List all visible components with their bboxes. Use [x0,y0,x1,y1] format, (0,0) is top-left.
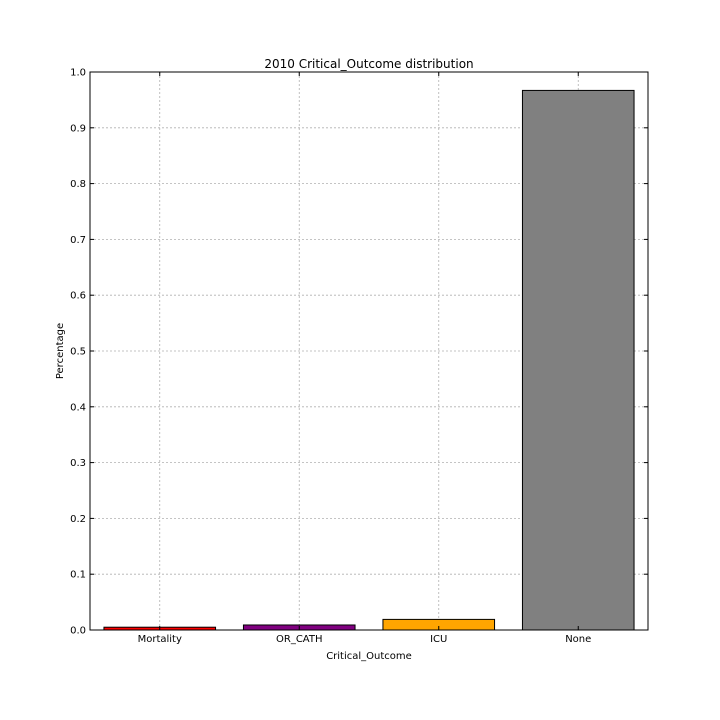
y-tick-label: 0.5 [70,347,86,358]
y-tick-label: 0.8 [70,179,86,190]
x-axis-title: Critical_Outcome [326,651,412,662]
chart-title: 2010 Critical_Outcome distribution [264,57,473,71]
x-tick-label: OR_CATH [276,634,323,645]
y-tick-label: 0.2 [70,514,86,525]
x-tick-label: Mortality [138,634,182,645]
y-tick-label: 0.0 [70,626,86,637]
y-tick-label: 0.7 [70,235,86,246]
y-tick-label: 1.0 [70,68,86,79]
y-tick-label: 0.3 [70,458,86,469]
x-tick-label: ICU [430,634,447,645]
y-tick-label: 0.1 [70,570,86,581]
axis-ticks: 0.0 0.1 0.2 0.3 0.4 0.5 0.6 0.7 0.8 0.9 1.0 Mortali… [70,68,648,645]
x-tick-label: None [565,634,591,645]
y-tick-label: 0.9 [70,123,86,134]
bar-none [521,89,635,631]
y-tick-label: 0.6 [70,291,86,302]
y-tick-label: 0.4 [70,402,86,413]
y-axis-title: Percentage [55,323,66,379]
bars [103,89,635,631]
